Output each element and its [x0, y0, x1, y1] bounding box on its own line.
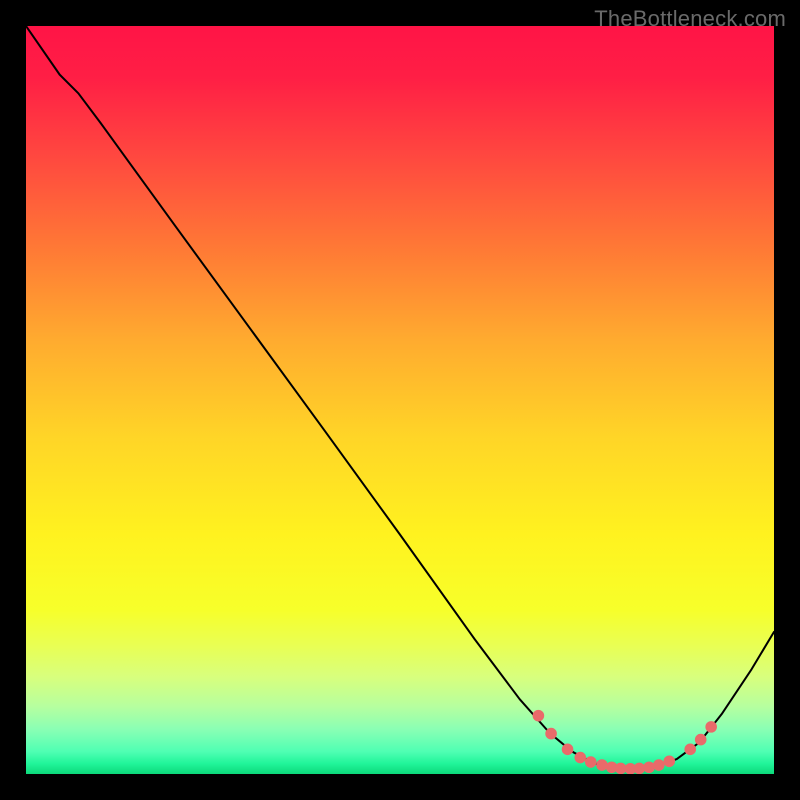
plot-background [26, 26, 774, 774]
curve-marker [533, 710, 544, 721]
attribution-label: TheBottleneck.com [594, 6, 786, 32]
curve-marker [706, 722, 717, 733]
curve-marker [562, 744, 573, 755]
curve-marker [654, 760, 665, 771]
curve-marker [685, 744, 696, 755]
curve-marker [615, 763, 626, 774]
curve-marker [575, 752, 586, 763]
curve-marker [546, 728, 557, 739]
curve-marker [585, 757, 596, 768]
curve-marker [664, 756, 675, 767]
chart-stage: TheBottleneck.com [0, 0, 800, 800]
curve-marker [695, 734, 706, 745]
curve-marker [644, 762, 655, 773]
curve-marker [597, 760, 608, 771]
curve-marker [634, 763, 645, 774]
bottleneck-curve-chart [0, 0, 800, 800]
